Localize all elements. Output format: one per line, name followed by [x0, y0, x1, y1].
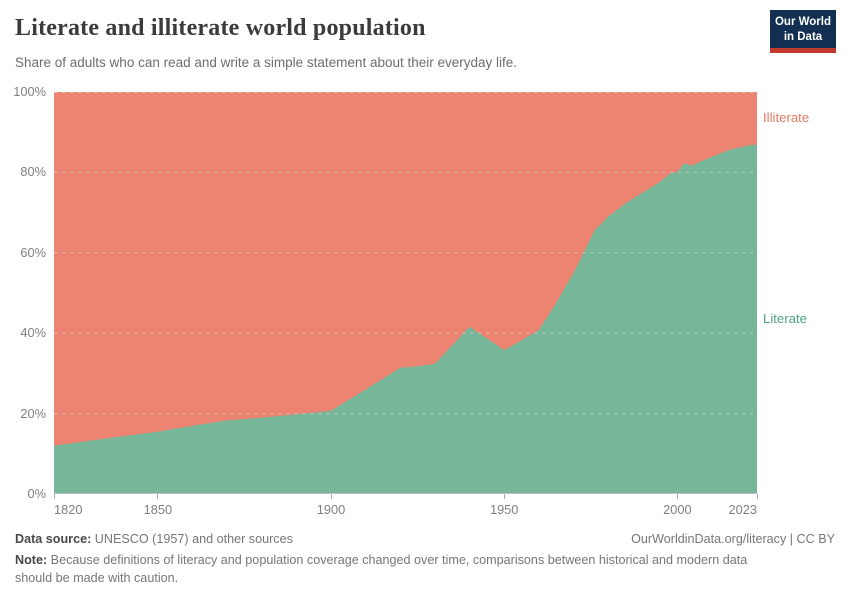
x-tick-label: 1900 — [316, 502, 346, 517]
x-tick-label: 2000 — [663, 502, 692, 517]
x-tick-mark — [330, 494, 332, 499]
page-title: Literate and illiterate world population — [15, 15, 426, 41]
y-tick-label: 60% — [20, 244, 46, 260]
plot-area[interactable] — [54, 92, 757, 494]
owid-license-link[interactable]: OurWorldinData.org/literacy | CC BY — [631, 532, 835, 546]
literate-area[interactable] — [54, 144, 757, 494]
note-label: Note: — [15, 553, 48, 567]
data-source-value: UNESCO (1957) and other sources — [91, 532, 293, 546]
owid-logo-line2: in Data — [783, 30, 823, 43]
data-source-text: Data source: UNESCO (1957) and other sou… — [15, 531, 293, 548]
x-tick-label: 1850 — [143, 502, 173, 517]
y-tick-label: 100% — [13, 84, 46, 99]
y-tick-label: 0% — [27, 486, 47, 501]
owid-logo-line1: Our World — [774, 16, 831, 28]
series-label-illiterate: Illiterate — [763, 110, 810, 126]
chart-subtitle: Share of adults who can read and write a… — [15, 55, 518, 70]
x-tick-mark — [53, 494, 55, 499]
x-tick-label: 2023 — [728, 502, 757, 517]
x-tick-mark — [756, 494, 758, 499]
y-tick-label: 40% — [20, 325, 46, 341]
data-source-label: Data source: — [15, 532, 92, 546]
series-label-literate: Literate — [763, 311, 807, 327]
x-tick-mark — [503, 494, 505, 499]
x-tick-label: 1950 — [489, 502, 519, 517]
x-tick-mark — [157, 494, 159, 499]
y-tick-label: 20% — [20, 405, 46, 421]
x-tick-label: 1820 — [54, 502, 83, 517]
y-tick-label: 80% — [20, 164, 46, 180]
owid-logo[interactable]: Our World in Data — [770, 10, 836, 53]
x-tick-mark — [676, 494, 678, 499]
note-text: Because definitions of literacy and popu… — [15, 553, 748, 585]
chart-note: Note: Because definitions of literacy an… — [15, 551, 777, 587]
